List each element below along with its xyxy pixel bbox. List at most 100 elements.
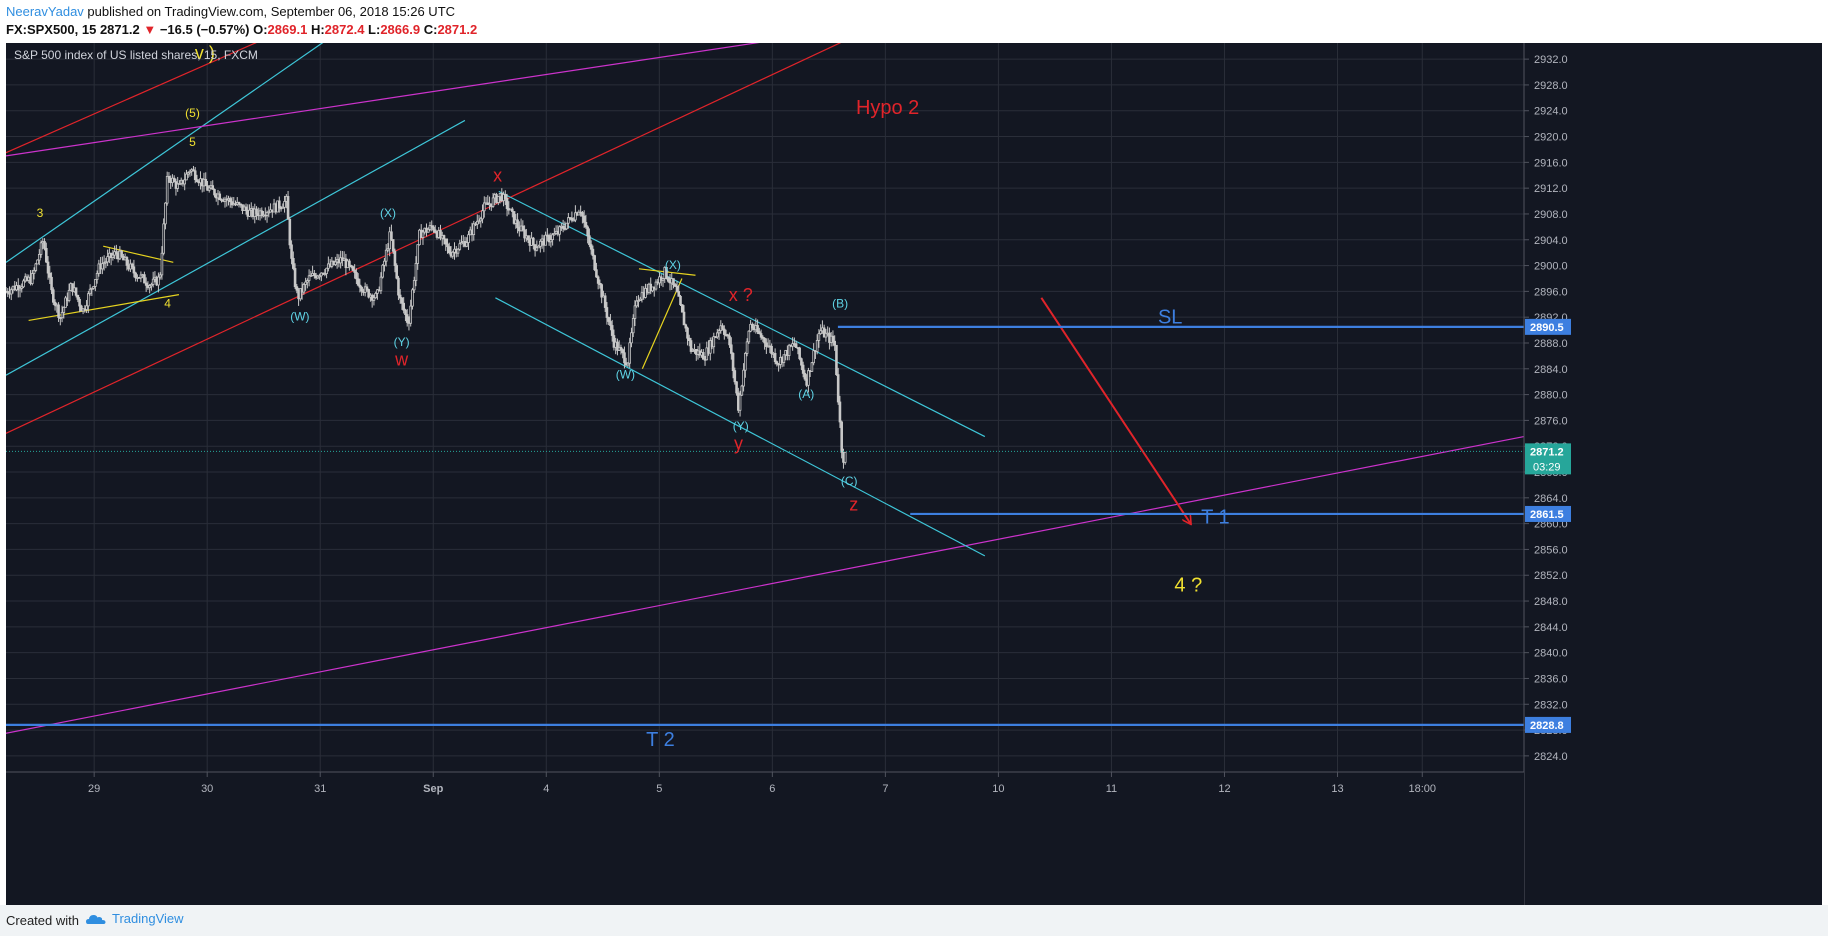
wave-annotations: 345(5)v )(W)(X)(Y)wx(W)(X)x ?(Y)y(A)(B)(… [37,43,1230,751]
published-text: published on TradingView.com, September … [83,4,456,19]
low-label: L: [368,22,381,37]
candle-body [132,266,136,274]
wave-label: y [734,433,743,453]
time-tick-label: 18:00 [1409,783,1437,795]
candle-body [672,278,675,286]
last-price: 2871.2 [99,22,140,37]
candle-body [397,277,400,296]
wave-label: x [493,166,502,186]
candle-body [85,305,88,310]
candle-body [230,201,234,206]
price-tick-label: 2900.0 [1534,261,1568,273]
candle-body [701,352,705,360]
plot-background [6,43,1822,905]
candle-body [633,305,637,319]
candle-body [265,211,269,216]
candle-body [744,353,747,371]
candle-body [607,317,610,322]
candle-body [391,239,395,252]
candle-body [290,244,293,259]
candle-body [115,251,118,254]
candle-body [18,287,22,291]
price-tick-label: 2848.0 [1534,596,1568,608]
candle-body [356,278,360,286]
wave-label: Hypo 2 [856,97,919,119]
candle-body [551,234,554,241]
wave-label: 4 [164,297,171,311]
wave-label: w [394,350,409,370]
candle-body [390,231,393,240]
wave-label: 5 [189,135,196,149]
candle-body [348,260,351,266]
candle-body [307,275,311,281]
candle-body [547,235,551,243]
candle-body [144,282,148,286]
candle-body [616,341,619,351]
candle-body [286,196,290,220]
candle-body [37,254,41,261]
price-tick-label: 2844.0 [1534,622,1568,634]
candle-body [60,312,64,319]
candle-body [686,327,689,339]
candle-body [393,250,397,266]
wave-label: 4 ? [1174,574,1202,596]
candle-body [598,282,602,286]
price-tick-label: 2896.0 [1534,286,1568,298]
candle-body [186,172,190,175]
price-tick-label: 2836.0 [1534,673,1568,685]
candle-body [148,285,151,289]
candle-body [822,327,826,338]
price-tick-label: 2932.0 [1534,54,1568,66]
candle-body [183,179,187,185]
candle-body [46,261,50,274]
candle-body [815,339,819,352]
price-tick-label: 2876.0 [1534,415,1568,427]
chart-header: NeeravYadav published on TradingView.com… [0,0,1828,42]
candle-body [654,281,658,290]
candle-body [759,333,763,338]
candle-body [589,244,593,250]
wave-label: (A) [798,387,814,401]
candle-body [626,362,630,366]
price-tick-label: 2864.0 [1534,493,1568,505]
price-tick-label: 2912.0 [1534,183,1568,195]
trend-lines [5,26,1525,734]
candle-body [162,223,165,254]
candle-body [299,288,302,300]
price-label-text: 2871.2 [1530,446,1564,458]
price-axis[interactable]: 2824.02828.02832.02836.02840.02844.02848… [1523,43,1822,905]
candle-body [178,183,181,185]
time-tick-label: 29 [88,783,100,795]
candle-body [76,294,80,300]
candle-body [512,211,516,224]
candle-body [497,196,500,203]
candle-body [95,273,99,280]
candle-body [90,287,94,290]
price-chart[interactable]: 345(5)v )(W)(X)(Y)wx(W)(X)x ?(Y)y(A)(B)(… [4,26,1822,905]
candle-body [32,270,36,274]
candle-body [800,358,803,366]
created-with-text: Created with [6,913,79,928]
candle-body [638,298,642,301]
trend-line-cyan [495,297,986,557]
candle-body [30,273,34,284]
candle-body [840,421,843,453]
candle-body [526,235,530,241]
candle-body [567,217,570,224]
wave-label: (Y) [733,419,749,433]
candle-body [439,230,442,239]
wave-label: (X) [380,206,396,220]
candle-body [283,200,286,208]
price-tick-label: 2852.0 [1534,570,1568,582]
time-axis[interactable]: 29 30 31 Sep 4 5 6 7 10 11 12 13 18:00 [6,771,1524,905]
author-link[interactable]: NeeravYadav [6,4,84,19]
candle-body [53,301,57,306]
chart-area[interactable]: 3 4 5 (5) v ) (W) (X) (Y) w x (W) (X) x ? (Y) y (A) (B)(… [4,26,1822,905]
candle-body [379,276,383,292]
candle-body [761,336,765,339]
candle-body [255,208,258,215]
candle-body [735,381,738,394]
candle-body [716,332,719,338]
candle-body [516,219,519,228]
tradingview-link[interactable]: TradingView [86,911,184,926]
